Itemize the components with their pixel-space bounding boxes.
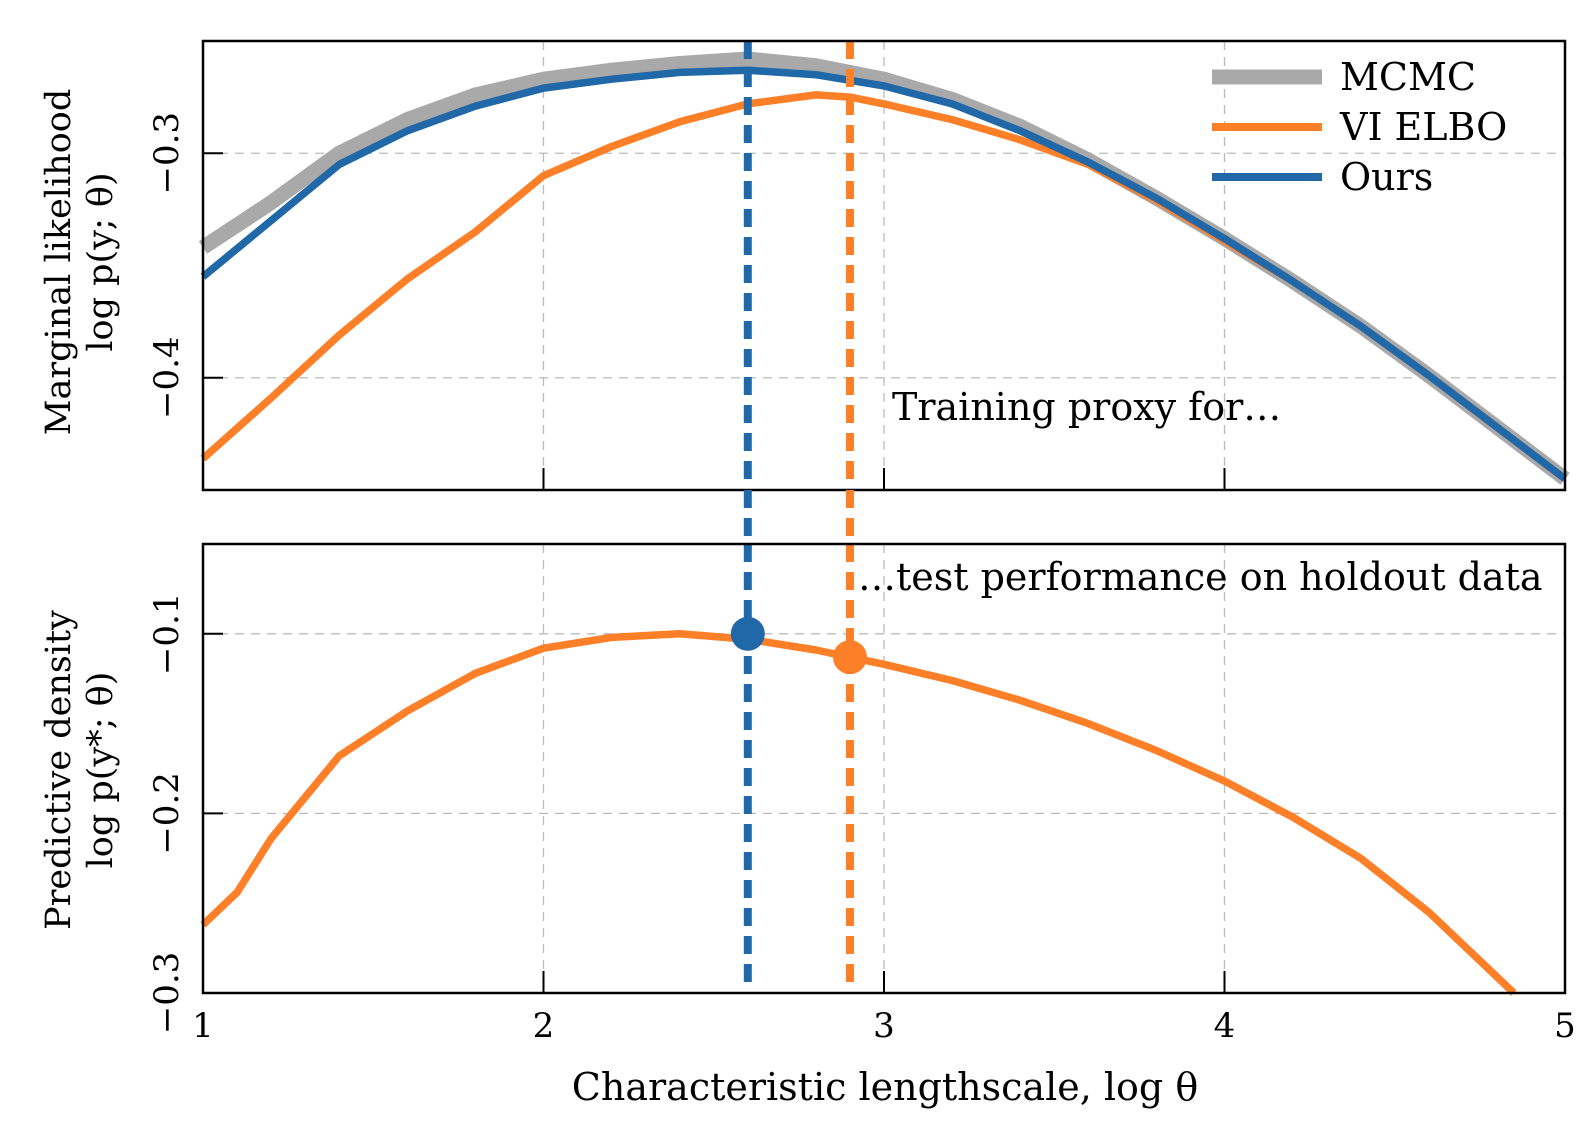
top-ylabel-line2: log p(y; θ): [81, 172, 121, 351]
x-axis-label: Characteristic lengthscale, log θ: [572, 1065, 1198, 1109]
top-grid: [203, 41, 1565, 490]
x-tick-label: 5: [1554, 1006, 1576, 1046]
bottom-markers: [730, 616, 867, 675]
bottom-ylabel-line1: Predictive density: [39, 610, 79, 930]
top-y-tick-label: −0.4: [147, 336, 187, 419]
legend: MCMC VI ELBO Ours: [1212, 55, 1507, 199]
x-tick-label: 3: [873, 1006, 895, 1046]
legend-vi-elbo-label: VI ELBO: [1339, 105, 1507, 149]
bottom-y-ticks: −0.1 −0.2 −0.3: [147, 593, 1226, 1035]
legend-ours-label: Ours: [1340, 155, 1433, 199]
marginal-likelihood-panel: −0.3 −0.4 Marginal likelihood log p(y; θ)…: [39, 39, 1570, 492]
optimum-marker-2: [832, 640, 867, 675]
predictive-density-panel: −0.1 −0.2 −0.3 1 2 3 4 5 Predictive density lo…: [39, 490, 1576, 1109]
top-ylabel-line1: Marginal likelihood: [39, 89, 79, 436]
bottom-y-tick-label: −0.1: [147, 593, 187, 676]
x-tick-label: 1: [192, 1006, 214, 1046]
x-tick-label: 2: [533, 1006, 555, 1046]
bottom-y-tick-label: −0.2: [147, 772, 187, 855]
top-annotation: Training proxy for…: [892, 385, 1281, 429]
x-tick-label: 4: [1214, 1006, 1236, 1046]
top-vertical-lines: [743, 41, 854, 490]
top-y-tick-label: −0.3: [147, 112, 187, 195]
top-y-ticks: −0.3 −0.4: [147, 112, 1226, 490]
x-axis-ticks: 1 2 3 4 5: [192, 1006, 1576, 1046]
top-series-ours-line: [200, 66, 1568, 482]
bottom-vertical-lines: [743, 490, 854, 993]
bottom-series-predictive-density-line: [200, 630, 1517, 996]
optimum-marker-1: [730, 616, 765, 651]
top-series-lines: [198, 51, 1570, 485]
bottom-y-tick-label: −0.3: [147, 952, 187, 1035]
legend-mcmc-label: MCMC: [1340, 55, 1476, 99]
bottom-annotation: …test performance on holdout data: [858, 555, 1543, 599]
bottom-grid: [203, 544, 1565, 993]
bottom-series-lines: [200, 630, 1517, 996]
bottom-ylabel-line2: log p(y*; θ): [81, 672, 121, 869]
